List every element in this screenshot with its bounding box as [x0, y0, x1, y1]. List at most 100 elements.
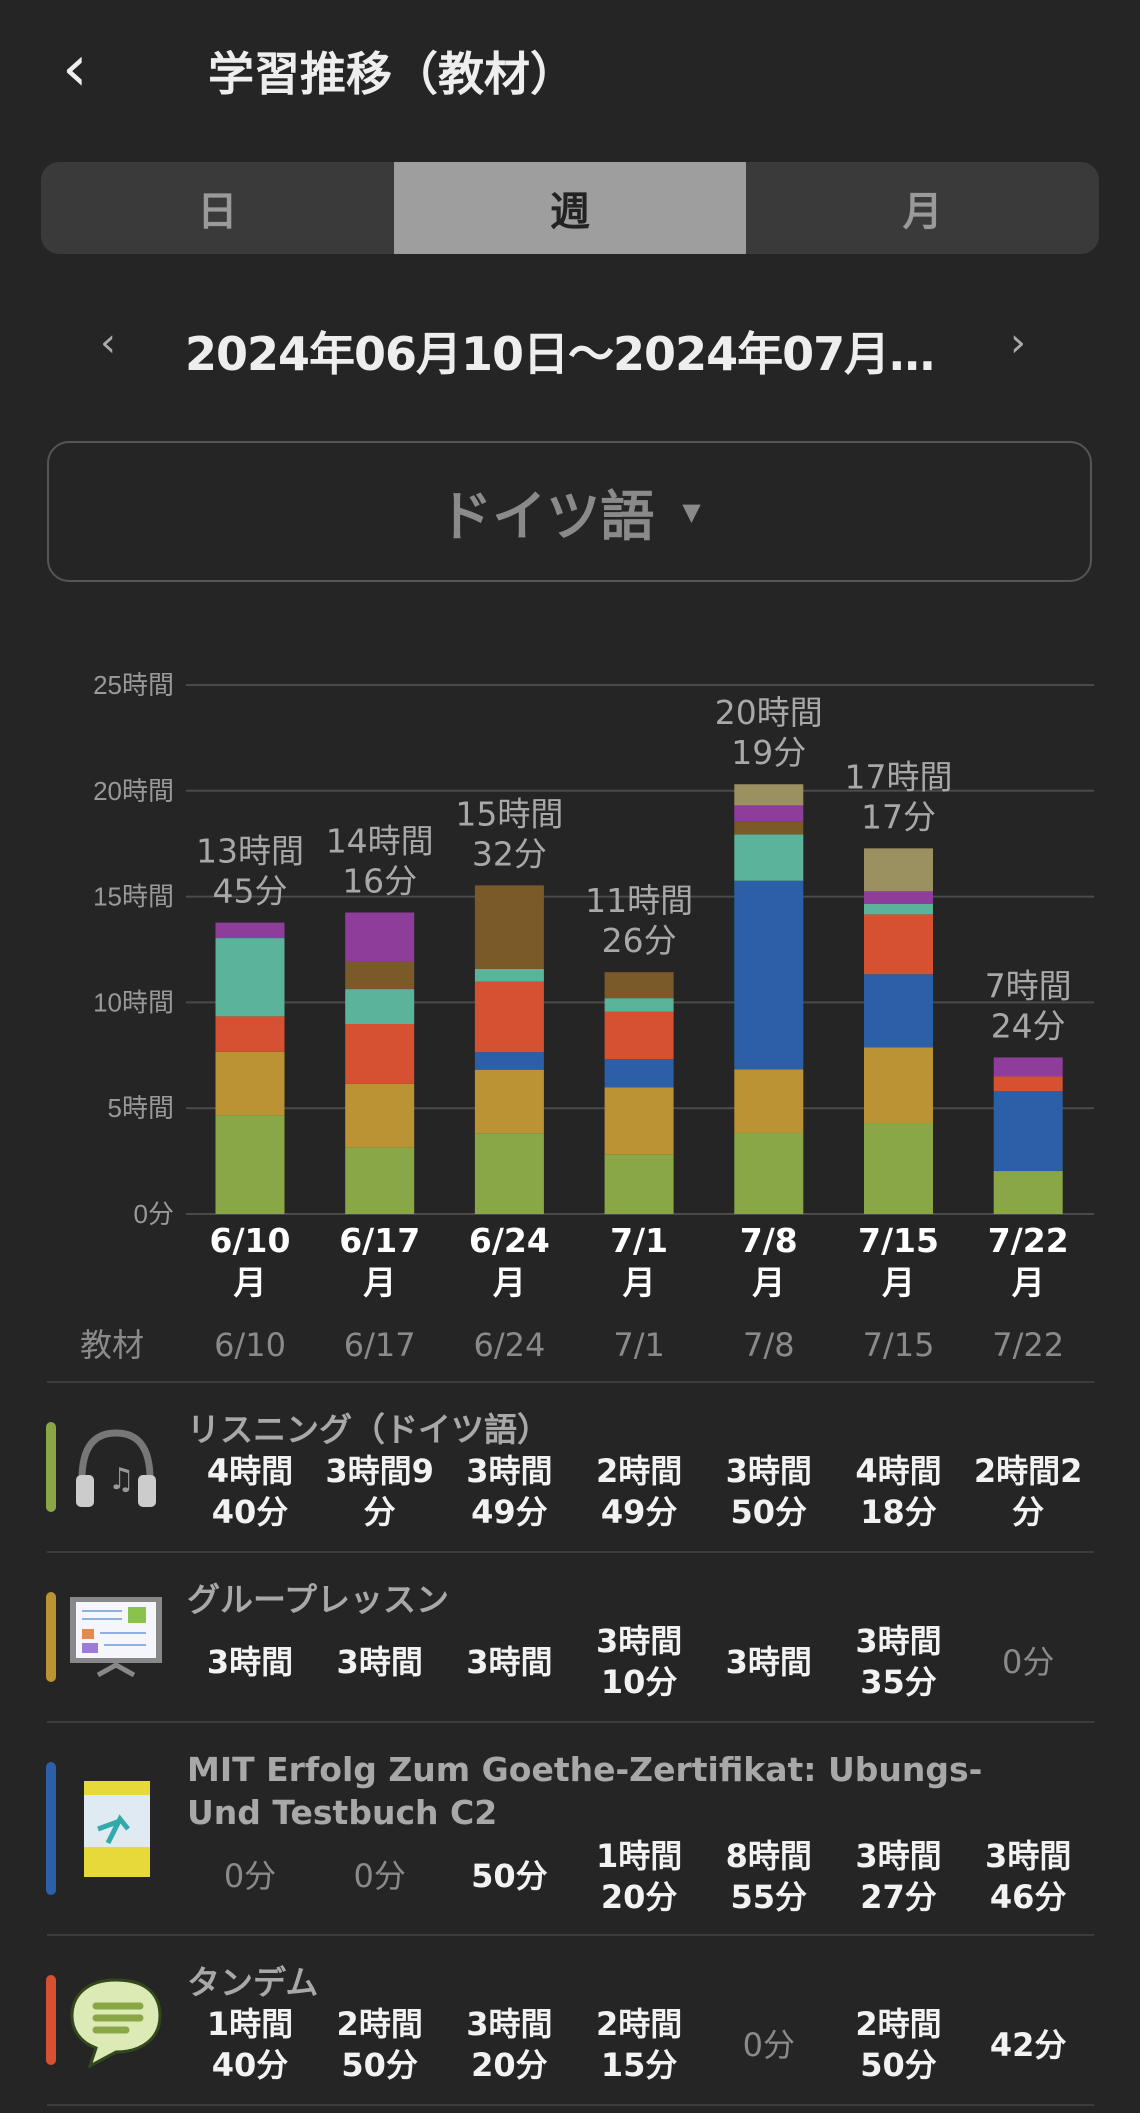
bar-segment	[604, 998, 674, 1012]
bar-segment	[345, 1023, 415, 1084]
bar-segment	[604, 1059, 674, 1088]
column-header-label: 教材	[80, 1326, 144, 1364]
color-indicator	[46, 1975, 56, 2065]
tab-day[interactable]: 日	[197, 189, 238, 235]
duration-value: 1時間 20分	[595, 1836, 683, 1916]
column-header: 6/10	[214, 1326, 286, 1364]
duration-value: 3時間 50分	[725, 1452, 812, 1531]
bar-total-label: 13時間	[196, 832, 304, 871]
duration-value: 0分	[1002, 1642, 1055, 1681]
duration-value: 0分	[223, 1857, 277, 1895]
bar-segment	[864, 914, 933, 975]
material-title: タンデム	[187, 1963, 319, 2002]
tab-week[interactable]: 週	[393, 162, 747, 254]
bar-segment	[864, 974, 933, 1048]
duration-value: 0分	[742, 2025, 795, 2064]
chevron-left-icon: ‹	[100, 320, 116, 366]
bar-total-label: 24分	[991, 1006, 1066, 1045]
duration-value: 3時間9 分	[325, 1452, 434, 1531]
bar-segment	[604, 1011, 674, 1060]
column-header: 6/24	[473, 1326, 545, 1364]
bar-segment	[993, 1171, 1063, 1214]
duration-value: 50分	[471, 1857, 548, 1895]
duration-value: 4時間 18分	[855, 1452, 942, 1531]
bar-segment	[215, 938, 285, 1017]
bar-segment	[604, 1087, 674, 1155]
bar-total-label: 45分	[213, 872, 288, 911]
bar-segment	[734, 1069, 804, 1133]
x-weekday-label: 月	[882, 1263, 915, 1302]
duration-value: 42分	[989, 2025, 1067, 2064]
bar-segment	[993, 1091, 1063, 1172]
back-button[interactable]: ‹	[62, 34, 112, 104]
bar-segment	[604, 1154, 674, 1214]
bar-total-label: 16分	[342, 861, 417, 900]
bar-segment	[993, 1076, 1063, 1092]
bar-segment	[474, 968, 544, 982]
bar-segment	[215, 1115, 285, 1214]
bar-total-label: 26分	[602, 921, 677, 960]
bar-segment	[215, 1016, 285, 1052]
x-weekday-label: 月	[623, 1263, 656, 1302]
x-tick-label: 7/8	[740, 1221, 798, 1260]
bar-segment	[864, 1123, 933, 1214]
chat-bubble-icon	[68, 1972, 164, 2070]
bar-segment	[474, 885, 544, 969]
duration-value: 8時間 55分	[725, 1836, 812, 1916]
x-tick-label: 6/17	[339, 1221, 420, 1260]
tab-month[interactable]: 月	[902, 189, 943, 235]
prev-period-button[interactable]: ‹	[100, 320, 116, 366]
language-select-value: ドイツ語	[438, 485, 655, 548]
bar-segment	[864, 904, 933, 915]
book-cover-icon	[68, 1780, 164, 1877]
x-tick-label: 7/1	[610, 1221, 668, 1260]
bar-total-label: 14時間	[326, 821, 434, 860]
language-select[interactable]: ドイツ語 ▼	[47, 441, 1092, 582]
bar-segment	[734, 1132, 804, 1214]
duration-value: 3時間	[725, 1642, 812, 1681]
bar-segment	[864, 891, 933, 905]
bar-segment	[474, 1052, 544, 1070]
separator	[47, 2104, 1094, 2106]
color-indicator	[46, 1422, 56, 1512]
bar-segment	[474, 1133, 544, 1214]
y-tick-label: 15時間	[93, 882, 174, 912]
duration-value: 0分	[353, 1857, 406, 1895]
duration-value: 3時間 27分	[855, 1836, 942, 1916]
caret-down-icon: ▼	[682, 497, 701, 526]
x-tick-label: 7/15	[858, 1221, 939, 1260]
bar-segment	[215, 1051, 285, 1116]
y-tick-label: 10時間	[93, 987, 174, 1017]
next-period-button[interactable]: ›	[1010, 320, 1026, 366]
x-tick-label: 6/24	[469, 1221, 550, 1260]
bar-segment	[734, 784, 804, 806]
duration-value: 2時間 50分	[336, 2005, 423, 2084]
stacked-bar-chart: 0分5時間10時間15時間20時間25時間13時間45分6/10月6/1014時…	[80, 670, 1094, 1364]
x-weekday-label: 月	[752, 1263, 785, 1302]
color-indicator	[46, 1592, 56, 1682]
bar-segment	[734, 821, 804, 835]
column-header: 7/8	[743, 1326, 795, 1364]
bar-total-label: 32分	[472, 834, 547, 873]
y-tick-label: 25時間	[93, 670, 174, 700]
duration-value: 3時間 49分	[466, 1452, 553, 1531]
page-title: 学習推移（教材）	[208, 47, 576, 101]
bar-segment	[734, 880, 804, 1070]
bar-segment	[474, 981, 544, 1053]
duration-value: 2時間 49分	[595, 1452, 683, 1531]
duration-value: 2時間2 分	[973, 1452, 1083, 1531]
bar-total-label: 7時間	[985, 966, 1072, 1005]
color-indicator	[46, 1762, 56, 1895]
bar-segment	[993, 1057, 1063, 1077]
bar-segment	[864, 1047, 933, 1124]
chevron-left-icon: ‹	[62, 32, 88, 106]
bar-total-label: 11時間	[585, 881, 693, 920]
bar-segment	[345, 961, 415, 990]
separator	[47, 1551, 1094, 1553]
bar-segment	[604, 972, 674, 999]
x-weekday-label: 月	[363, 1263, 396, 1302]
bar-segment	[345, 989, 415, 1024]
bar-segment	[734, 834, 804, 881]
separator	[47, 1934, 1094, 1936]
duration-value: 4時間 40分	[206, 1452, 294, 1531]
